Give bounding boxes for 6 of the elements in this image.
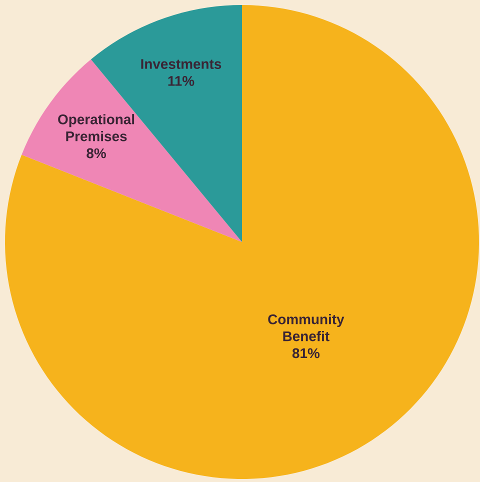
data-label: 11% [168,76,194,86]
slice-label: Community Benefit [268,314,344,342]
slice-label: Operational Premises [58,114,134,142]
slice-label: Investments [141,59,222,69]
data-label: 8% [86,148,106,158]
data-label: 81% [292,348,320,358]
